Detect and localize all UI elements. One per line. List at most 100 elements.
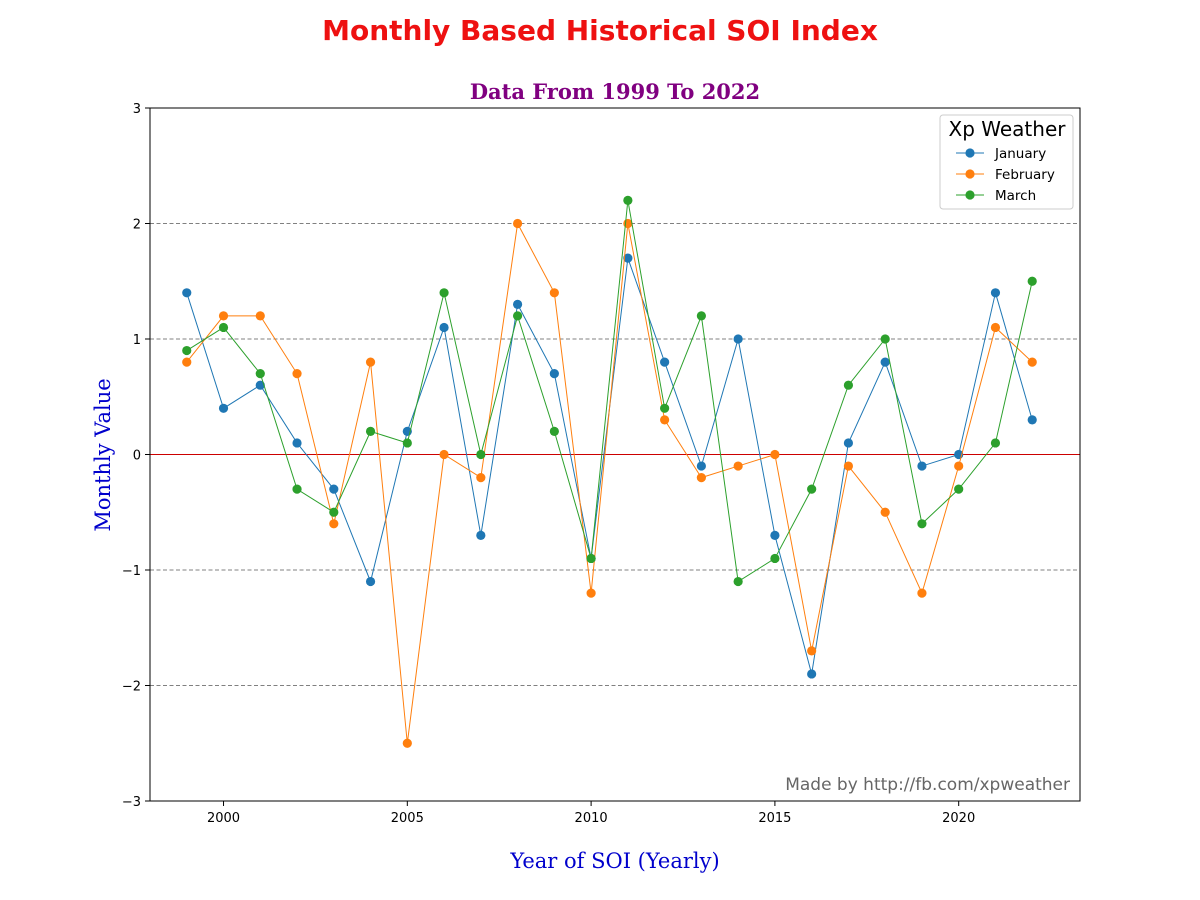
- data-point: [843, 461, 854, 471]
- data-point: [292, 369, 302, 379]
- x-tick-label: 2010: [575, 811, 608, 826]
- data-point: [329, 507, 339, 517]
- data-point: [329, 519, 339, 529]
- data-point: [660, 403, 670, 413]
- data-point: [292, 484, 302, 494]
- data-point: [770, 553, 780, 564]
- y-axis-ticks: −3 −2 −1 0 1 2 3: [122, 102, 150, 810]
- series-line: [186, 221, 1033, 744]
- data-point: [1027, 415, 1037, 425]
- data-point: [365, 576, 376, 587]
- legend-box: [939, 114, 1074, 210]
- data-point: [586, 588, 596, 598]
- x-tick-label: 2020: [942, 811, 975, 826]
- legend-label: February: [995, 167, 1055, 183]
- data-point: [990, 438, 1001, 448]
- data-point: [880, 507, 890, 517]
- data-point: [660, 415, 670, 425]
- legend-label: March: [995, 188, 1036, 204]
- data-point: [843, 438, 854, 448]
- data-point: [255, 369, 265, 379]
- series-january: [182, 253, 1037, 679]
- legend-marker: [965, 190, 975, 200]
- data-point: [218, 403, 229, 413]
- data-point: [990, 288, 1001, 298]
- data-point: [807, 646, 817, 656]
- data-point: [990, 322, 1001, 333]
- legend-entry-february: February: [956, 167, 1055, 183]
- legend-label: January: [994, 146, 1046, 162]
- data-point: [402, 738, 412, 748]
- y-tick-label: 3: [133, 102, 141, 117]
- y-axis-label: Monthly Value: [91, 378, 115, 531]
- data-point: [880, 334, 890, 344]
- data-point: [917, 588, 927, 598]
- legend-entry-march: March: [956, 188, 1036, 204]
- data-point: [365, 357, 376, 367]
- series-february: [182, 218, 1037, 748]
- watermark-text: Made by http://fb.com/xpweather: [785, 775, 1070, 795]
- data-point: [182, 288, 192, 298]
- series-march: [182, 195, 1037, 587]
- y-tick-label: −2: [122, 680, 141, 695]
- data-point: [696, 311, 706, 321]
- x-tick-label: 2005: [391, 811, 424, 826]
- data-point: [770, 530, 780, 540]
- data-point: [549, 288, 559, 298]
- data-point: [439, 322, 449, 333]
- data-point: [807, 484, 817, 494]
- data-point: [512, 299, 523, 309]
- legend: Xp Weather January February March: [939, 114, 1074, 210]
- data-point: [1027, 357, 1037, 367]
- y-tick-label: 1: [133, 333, 141, 348]
- data-point: [476, 473, 486, 483]
- data-point: [549, 369, 559, 379]
- y-tick-label: −1: [122, 564, 141, 579]
- data-point: [476, 530, 486, 540]
- data-point: [439, 288, 449, 298]
- data-point: [807, 669, 817, 679]
- x-axis-label: Year of SOI (Yearly): [509, 849, 719, 873]
- data-point: [660, 357, 670, 367]
- data-point: [843, 380, 854, 390]
- data-point: [255, 380, 265, 390]
- data-point: [365, 426, 376, 436]
- data-point: [476, 449, 486, 460]
- data-point: [512, 311, 523, 321]
- data-point: [917, 519, 927, 529]
- data-point: [917, 461, 927, 471]
- data-point: [880, 357, 890, 367]
- legend-marker: [965, 169, 975, 179]
- data-point: [623, 195, 633, 205]
- data-point: [770, 449, 780, 460]
- data-point: [218, 311, 229, 321]
- x-tick-label: 2015: [758, 811, 791, 826]
- data-point: [954, 484, 964, 494]
- data-point: [954, 461, 964, 471]
- data-point: [733, 334, 743, 344]
- legend-marker: [965, 148, 975, 158]
- chart-title: Monthly Based Historical SOI Index: [322, 14, 878, 47]
- data-point: [623, 253, 633, 263]
- legend-entry-january: January: [956, 146, 1046, 162]
- gridlines: [150, 223, 1080, 686]
- data-point: [586, 553, 596, 564]
- data-point: [696, 461, 706, 471]
- data-point: [329, 484, 339, 494]
- legend-entries: January February March: [956, 146, 1055, 204]
- data-point: [182, 345, 192, 356]
- data-point: [549, 426, 559, 436]
- x-axis-ticks: 2000 2005 2010 2015 2020: [207, 801, 975, 826]
- y-tick-label: 0: [133, 449, 141, 464]
- data-point: [402, 438, 412, 448]
- series-layer: [182, 195, 1037, 748]
- legend-title: Xp Weather: [949, 117, 1067, 141]
- chart-subtitle: Data From 1999 To 2022: [470, 79, 760, 104]
- data-point: [1027, 276, 1037, 286]
- x-tick-label: 2000: [207, 811, 240, 826]
- data-point: [733, 461, 743, 471]
- data-point: [512, 218, 523, 229]
- data-point: [182, 357, 192, 367]
- data-point: [439, 449, 449, 460]
